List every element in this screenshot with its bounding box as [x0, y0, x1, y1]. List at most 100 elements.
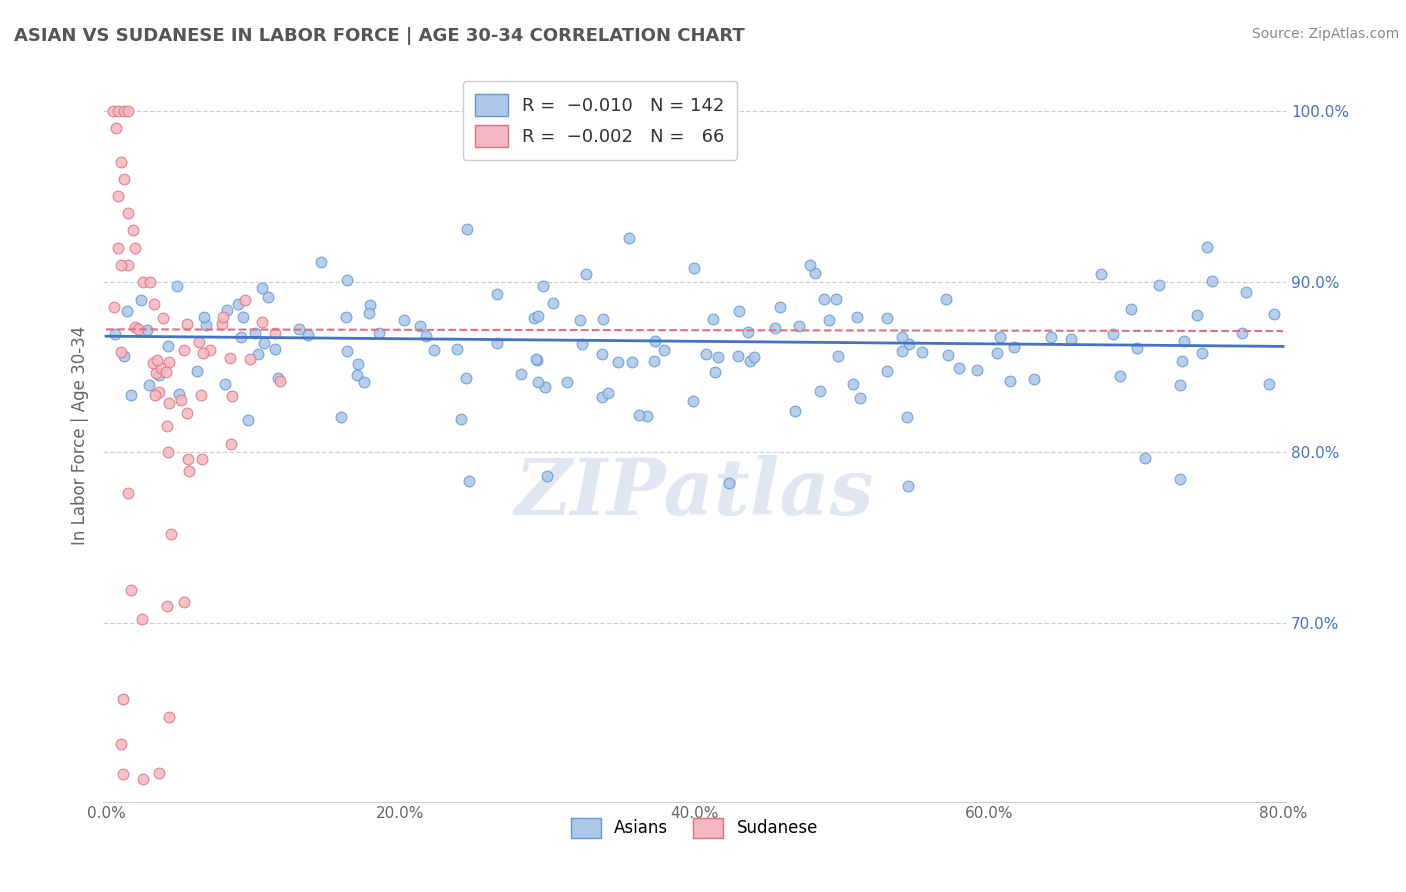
Point [799, 258, 821, 272]
Point [890, 330, 912, 344]
Point [173, 343, 195, 357]
Point [986, 346, 1008, 360]
Point [110, 258, 132, 272]
Point [1135, 451, 1157, 466]
Point [329, 410, 352, 425]
Point [536, 469, 558, 483]
Point [458, 474, 481, 488]
Point [191, 346, 214, 360]
Point [152, 310, 174, 325]
Point [911, 345, 934, 359]
Point [876, 311, 898, 326]
Point [555, 375, 578, 389]
Point [1257, 377, 1279, 392]
Point [1060, 332, 1083, 346]
Point [136, 323, 159, 337]
Point [409, 318, 432, 333]
Point [117, 303, 139, 318]
Point [112, 172, 135, 186]
Point [221, 388, 243, 402]
Point [121, 223, 143, 237]
Point [132, 772, 155, 787]
Point [998, 374, 1021, 388]
Point [148, 766, 170, 780]
Point [1185, 308, 1208, 322]
Point [190, 388, 212, 402]
Point [415, 328, 437, 343]
Text: ASIAN VS SUDANESE IN LABOR FORCE | AGE 30-34 CORRELATION CHART: ASIAN VS SUDANESE IN LABOR FORCE | AGE 3… [14, 27, 745, 45]
Point [825, 292, 848, 306]
Point [173, 595, 195, 609]
Point [179, 464, 201, 478]
Point [534, 380, 557, 394]
Point [107, 240, 129, 254]
Point [1108, 368, 1130, 383]
Point [456, 221, 478, 235]
Point [682, 393, 704, 408]
Point [156, 445, 179, 459]
Point [143, 297, 166, 311]
Point [813, 292, 835, 306]
Point [127, 321, 149, 335]
Point [620, 355, 643, 369]
Point [1330, 479, 1353, 493]
Point [769, 300, 792, 314]
Point [264, 342, 287, 356]
Point [652, 343, 675, 357]
Point [644, 334, 666, 348]
Point [111, 692, 134, 706]
Point [219, 437, 242, 451]
Point [193, 310, 215, 324]
Point [541, 296, 564, 310]
Point [763, 321, 786, 335]
Point [112, 349, 135, 363]
Text: ZIPatlas: ZIPatlas [515, 456, 875, 532]
Point [132, 275, 155, 289]
Point [142, 355, 165, 369]
Point [527, 375, 550, 389]
Point [876, 364, 898, 378]
Point [744, 350, 766, 364]
Point [243, 326, 266, 340]
Point [526, 353, 548, 368]
Point [533, 278, 555, 293]
Point [177, 451, 200, 466]
Point [176, 406, 198, 420]
Point [524, 352, 547, 367]
Point [392, 313, 415, 327]
Point [107, 104, 129, 119]
Point [643, 354, 665, 368]
Point [157, 355, 180, 369]
Point [236, 413, 259, 427]
Point [256, 290, 278, 304]
Point [702, 311, 724, 326]
Point [107, 189, 129, 203]
Point [112, 104, 135, 119]
Point [264, 326, 287, 341]
Point [1263, 307, 1285, 321]
Point [1125, 341, 1147, 355]
Point [627, 408, 650, 422]
Point [103, 104, 125, 119]
Point [120, 388, 142, 402]
Point [456, 371, 478, 385]
Point [212, 310, 235, 325]
Point [103, 300, 125, 314]
Point [105, 121, 128, 136]
Point [170, 392, 193, 407]
Point [124, 240, 146, 254]
Point [269, 374, 291, 388]
Point [336, 273, 359, 287]
Point [1168, 472, 1191, 486]
Point [1171, 354, 1194, 368]
Point [226, 296, 249, 310]
Point [1102, 326, 1125, 341]
Point [728, 304, 751, 318]
Point [804, 266, 827, 280]
Point [1121, 301, 1143, 316]
Point [485, 287, 508, 301]
Point [966, 363, 988, 377]
Point [422, 343, 444, 357]
Point [246, 347, 269, 361]
Point [145, 366, 167, 380]
